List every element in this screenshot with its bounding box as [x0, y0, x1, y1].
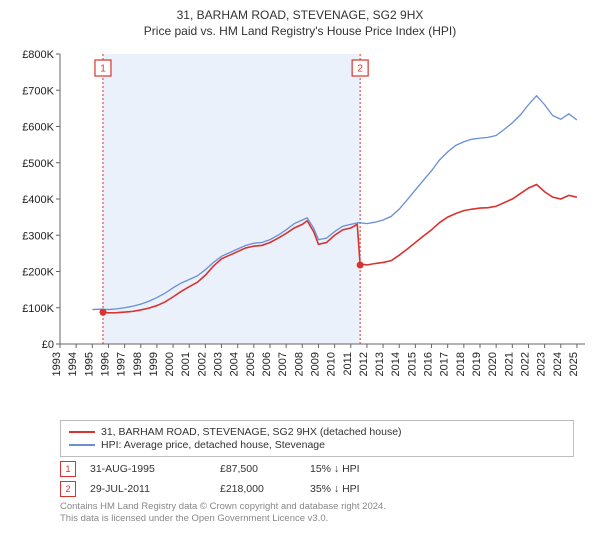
attribution-line1: Contains HM Land Registry data © Crown c…: [60, 501, 574, 513]
y-tick-label: £100K: [22, 303, 54, 315]
x-tick-label: 2005: [245, 352, 257, 376]
x-tick-label: 2019: [471, 352, 483, 376]
x-tick-label: 2001: [180, 352, 192, 376]
legend-label-2: HPI: Average price, detached house, Stev…: [101, 439, 325, 451]
x-tick-label: 2018: [455, 352, 467, 376]
sale-delta-2: 35% ↓ HPI: [310, 483, 430, 495]
x-tick-label: 1993: [51, 352, 63, 376]
attribution: Contains HM Land Registry data © Crown c…: [60, 501, 574, 526]
x-tick-label: 1994: [67, 352, 79, 376]
x-tick-label: 2022: [519, 352, 531, 376]
sale-dot: [357, 261, 364, 268]
x-tick-label: 2025: [568, 352, 580, 376]
sale-price-2: £218,000: [220, 483, 310, 495]
y-tick-label: £400K: [22, 194, 54, 206]
y-tick-label: £0: [42, 339, 54, 351]
x-tick-label: 2000: [164, 352, 176, 376]
x-tick-label: 1996: [99, 352, 111, 376]
x-tick-label: 2020: [487, 352, 499, 376]
sale-date-2: 29-JUL-2011: [90, 483, 220, 495]
sale-date-1: 31-AUG-1995: [90, 463, 220, 475]
x-tick-label: 1998: [132, 352, 144, 376]
sales-table: 1 31-AUG-1995£87,50015% ↓ HPI 2 29-JUL-2011…: [60, 461, 574, 497]
x-tick-label: 2009: [309, 352, 321, 376]
x-tick-label: 2003: [213, 352, 225, 376]
legend-row-series2: HPI: Average price, detached house, Stev…: [69, 439, 565, 451]
title-subtitle: Price paid vs. HM Land Registry's House …: [0, 24, 600, 38]
x-tick-label: 2004: [229, 352, 241, 376]
sale-dot: [99, 309, 106, 316]
x-tick-label: 1997: [116, 352, 128, 376]
sale-price-1: £87,500: [220, 463, 310, 475]
sale-marker-1: 1: [60, 461, 76, 477]
x-tick-label: 2023: [536, 352, 548, 376]
title-address: 31, BARHAM ROAD, STEVENAGE, SG2 9HX: [0, 8, 600, 22]
x-tick-label: 1995: [83, 352, 95, 376]
x-tick-label: 2006: [261, 352, 273, 376]
y-tick-label: £800K: [22, 49, 54, 61]
x-tick-label: 2008: [293, 352, 305, 376]
legend-row-series1: 31, BARHAM ROAD, STEVENAGE, SG2 9HX (det…: [69, 426, 565, 438]
x-tick-label: 2007: [277, 352, 289, 376]
x-tick-label: 2014: [390, 352, 402, 376]
y-tick-label: £200K: [22, 267, 54, 279]
x-tick-label: 2024: [552, 352, 564, 376]
x-tick-label: 2002: [196, 352, 208, 376]
chart-marker-1: 1: [100, 64, 106, 75]
x-tick-label: 2016: [423, 352, 435, 376]
legend-box: 31, BARHAM ROAD, STEVENAGE, SG2 9HX (det…: [60, 420, 574, 457]
x-tick-label: 1999: [148, 352, 160, 376]
sale-delta-1: 15% ↓ HPI: [310, 463, 430, 475]
x-tick-label: 2015: [406, 352, 418, 376]
x-tick-label: 2011: [342, 352, 354, 376]
attribution-line2: This data is licensed under the Open Gov…: [60, 513, 574, 525]
x-tick-label: 2021: [503, 352, 515, 376]
sale-marker-2: 2: [60, 481, 76, 497]
x-tick-label: 2010: [326, 352, 338, 376]
y-tick-label: £700K: [22, 85, 54, 97]
chart-marker-2: 2: [357, 64, 363, 75]
legend-swatch-2: [69, 444, 95, 446]
x-tick-label: 2017: [439, 352, 451, 376]
x-tick-label: 2012: [358, 352, 370, 376]
x-tick-label: 2013: [374, 352, 386, 376]
y-tick-label: £300K: [22, 230, 54, 242]
y-tick-label: £600K: [22, 122, 54, 134]
legend-label-1: 31, BARHAM ROAD, STEVENAGE, SG2 9HX (det…: [101, 426, 402, 438]
price-chart: £0 £100K £200K £300K £400K £500K £600K £700K £80…: [0, 44, 600, 414]
legend-swatch-1: [69, 431, 95, 433]
y-tick-label: £500K: [22, 158, 54, 170]
